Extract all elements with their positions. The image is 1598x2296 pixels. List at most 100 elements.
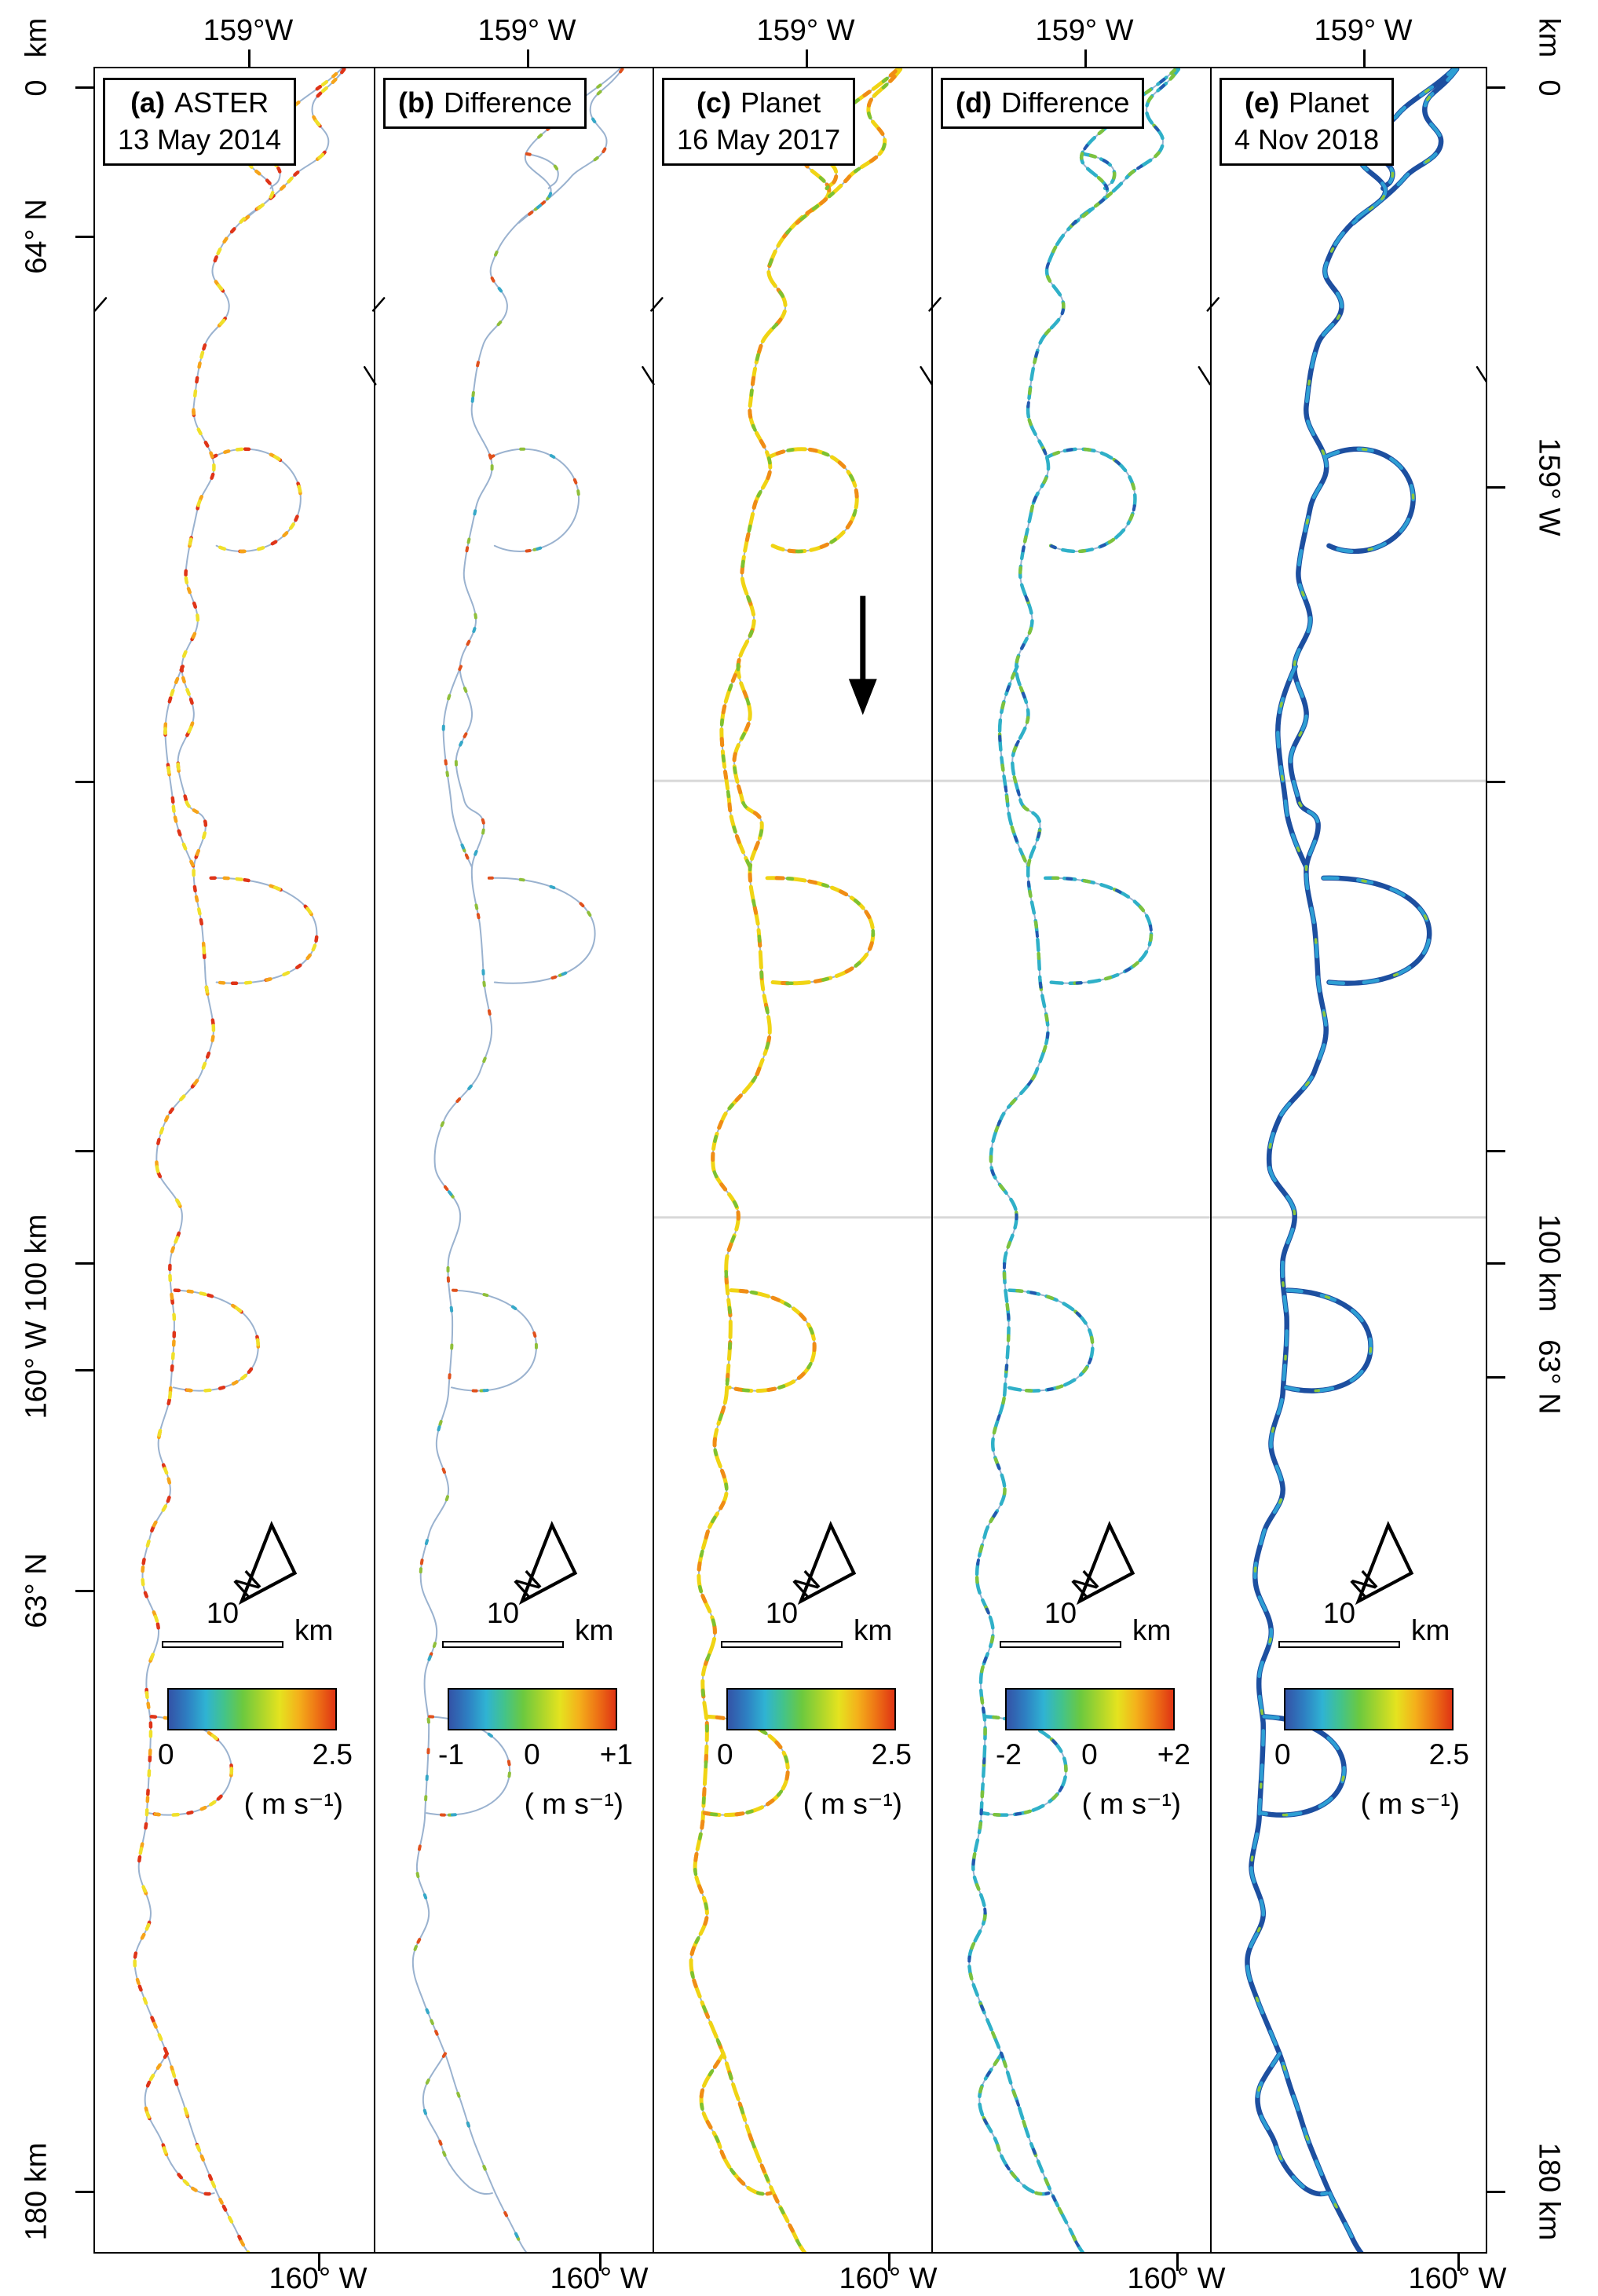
colorbar-gradient xyxy=(1284,1688,1454,1730)
colorbar-ticks: -2 0 +2 xyxy=(996,1738,1190,1771)
panel-tag: (e) xyxy=(1245,86,1280,119)
north-arrow-shape xyxy=(518,1521,578,1606)
panel-title: Difference xyxy=(1000,86,1130,119)
panel-d: (d) Difference N 10 km -2 0 +2 ( m s⁻¹) xyxy=(931,68,1210,2252)
panel-tag: (b) xyxy=(398,86,434,119)
top-axis-label: 159° W xyxy=(1035,14,1134,47)
tick-mark xyxy=(1487,781,1505,783)
tick-mark xyxy=(248,49,250,67)
panel-tag: (a) xyxy=(130,86,166,119)
tick-mark xyxy=(318,2254,320,2271)
colorbar-unit: ( m s⁻¹) xyxy=(524,1788,623,1820)
colorbar-unit: ( m s⁻¹) xyxy=(803,1788,902,1820)
right-axis-unit: km xyxy=(1532,17,1566,58)
scalebar-value: 10 xyxy=(486,1597,520,1629)
scalebar-unit: km xyxy=(1132,1614,1172,1646)
colorbar-gradient xyxy=(448,1688,617,1730)
panel-label-box: (e) Planet 4 Nov 2018 xyxy=(1220,78,1395,166)
panel-date: 4 Nov 2018 xyxy=(1234,123,1380,156)
tick-mark xyxy=(75,2191,93,2193)
river-panel-c xyxy=(650,68,933,2252)
colorbar-gradient xyxy=(1005,1688,1175,1730)
top-axis-label: 159° W xyxy=(477,14,576,47)
scalebar xyxy=(1000,1641,1121,1648)
panel-label-box: (d) Difference xyxy=(941,78,1145,129)
scalebar-unit: km xyxy=(575,1614,614,1646)
tick-mark xyxy=(1487,1262,1505,1265)
panel-e: (e) Planet 4 Nov 2018 N 10 km 0 2.5 ( m s… xyxy=(1210,68,1489,2252)
tick-mark xyxy=(1487,486,1505,489)
scalebar-value: 10 xyxy=(1044,1597,1077,1629)
scalebar-value: 10 xyxy=(1322,1597,1356,1629)
north-arrow-shape xyxy=(1076,1521,1135,1606)
right-axis-lat63: 63° N xyxy=(1532,1339,1566,1415)
north-arrow-shape xyxy=(1355,1521,1414,1606)
tick-mark xyxy=(888,2254,890,2271)
panel-date: 13 May 2014 xyxy=(118,123,282,156)
colorbar-ticks: 0 2.5 xyxy=(1274,1738,1469,1771)
tick-mark xyxy=(75,1262,93,1265)
panel-label-box: (a) ASTER 13 May 2014 xyxy=(103,78,297,166)
scalebar xyxy=(162,1641,283,1648)
panel-title: Planet xyxy=(1289,86,1369,119)
panel-tag: (d) xyxy=(956,86,992,119)
scalebar-value: 10 xyxy=(206,1597,240,1629)
colorbar-tick: -1 xyxy=(438,1738,464,1771)
panel-title: ASTER xyxy=(174,86,269,119)
colorbar-unit: ( m s⁻¹) xyxy=(1360,1788,1460,1820)
top-axis-label: 159°W xyxy=(203,14,294,47)
scalebar xyxy=(721,1641,843,1648)
colorbar-unit: ( m s⁻¹) xyxy=(243,1788,343,1820)
panel-tag: (c) xyxy=(697,86,732,119)
right-axis-lon159: 159° W xyxy=(1532,438,1566,536)
tick-mark xyxy=(75,1369,93,1371)
scalebar xyxy=(442,1641,564,1648)
scalebar-unit: km xyxy=(1411,1614,1450,1646)
colorbar-unit: ( m s⁻¹) xyxy=(1081,1788,1181,1820)
tick-mark xyxy=(75,1590,93,1592)
panel-c: (c) Planet 16 May 2017 N 10 km 0 2.5 ( m … xyxy=(653,68,931,2252)
colorbar-tick: 0 xyxy=(1274,1738,1291,1771)
tick-mark xyxy=(527,49,529,67)
panel-b: (b) Difference N 10 km -1 0 +1 ( m s⁻¹) xyxy=(374,68,653,2252)
top-axis-label: 159° W xyxy=(756,14,855,47)
panel-label-box: (c) Planet 16 May 2017 xyxy=(662,78,856,166)
colorbar-tick: +2 xyxy=(1157,1738,1190,1771)
tick-mark xyxy=(1487,1150,1505,1152)
tick-mark xyxy=(75,236,93,238)
right-axis-km100: 100 km xyxy=(1532,1214,1566,1313)
north-arrow: N xyxy=(229,1521,298,1606)
left-axis-lon160: 160° W xyxy=(20,1320,53,1419)
scalebar-unit: km xyxy=(854,1614,893,1646)
top-axis-label: 159° W xyxy=(1314,14,1413,47)
tick-mark xyxy=(806,49,808,67)
colorbar-tick: +1 xyxy=(599,1738,633,1771)
colorbar-tick: 0 xyxy=(1081,1738,1098,1771)
tick-mark xyxy=(75,86,93,89)
colorbar-gradient xyxy=(726,1688,896,1730)
north-arrow-shape xyxy=(797,1521,857,1606)
north-arrow: N xyxy=(1345,1521,1414,1606)
right-axis-km180: 180 km xyxy=(1532,2142,1566,2241)
left-axis-km180: 180 km xyxy=(20,2142,53,2241)
tick-mark xyxy=(1457,2254,1460,2271)
right-axis-zero: 0 xyxy=(1532,79,1566,97)
colorbar-ticks: 0 2.5 xyxy=(158,1738,353,1771)
tick-mark xyxy=(1176,2254,1179,2271)
river-velocity-map xyxy=(95,68,1486,2252)
tick-mark xyxy=(1487,86,1505,89)
colorbar-ticks: -1 0 +1 xyxy=(438,1738,633,1771)
scalebar-value: 10 xyxy=(765,1597,799,1629)
left-axis-lat64: 64° N xyxy=(20,199,53,274)
north-arrow-shape xyxy=(238,1521,298,1606)
panel-label-box: (b) Difference xyxy=(383,78,587,129)
colorbar-ticks: 0 2.5 xyxy=(717,1738,912,1771)
tick-mark xyxy=(75,781,93,783)
left-axis-unit: km xyxy=(20,17,53,58)
tick-mark xyxy=(1487,1376,1505,1379)
left-axis-km100: 100 km xyxy=(20,1214,53,1313)
left-axis-zero: 0 xyxy=(20,79,53,97)
flow-direction-arrowhead xyxy=(848,679,877,716)
colorbar-tick: 2.5 xyxy=(1428,1738,1469,1771)
tick-mark xyxy=(1363,49,1366,67)
